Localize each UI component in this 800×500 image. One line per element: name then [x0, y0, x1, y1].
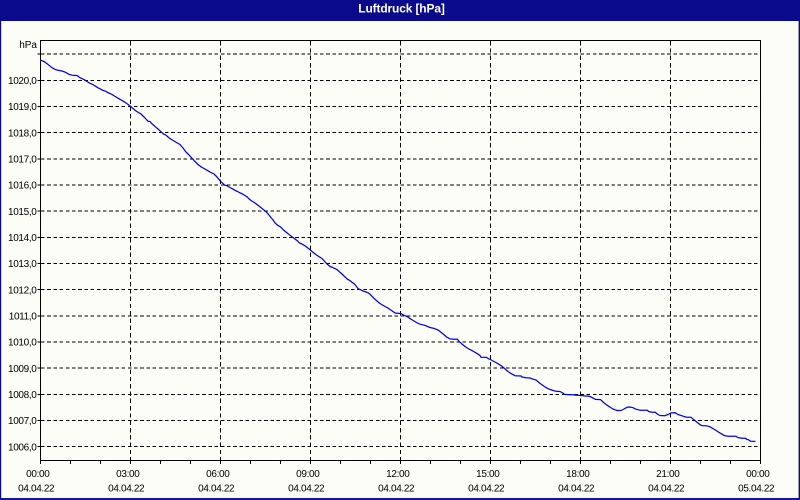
svg-text:12:00: 12:00 — [386, 469, 410, 480]
svg-text:1014,0: 1014,0 — [8, 233, 37, 244]
svg-text:hPa: hPa — [19, 40, 37, 51]
svg-text:04.04.22: 04.04.22 — [18, 484, 55, 495]
svg-text:04.04.22: 04.04.22 — [108, 484, 145, 495]
svg-text:04.04.22: 04.04.22 — [558, 484, 595, 495]
svg-text:1017,0: 1017,0 — [8, 155, 37, 166]
svg-text:00:00: 00:00 — [746, 469, 770, 480]
svg-text:04.04.22: 04.04.22 — [378, 484, 415, 495]
svg-text:1011,0: 1011,0 — [9, 312, 38, 323]
svg-text:09:00: 09:00 — [296, 469, 320, 480]
svg-text:1006,0: 1006,0 — [8, 442, 37, 453]
svg-text:04.04.22: 04.04.22 — [288, 484, 325, 495]
svg-text:1016,0: 1016,0 — [8, 181, 37, 192]
svg-text:05.04.22: 05.04.22 — [738, 484, 775, 495]
svg-text:15:00: 15:00 — [476, 469, 500, 480]
svg-text:1018,0: 1018,0 — [8, 128, 37, 139]
svg-text:00:00: 00:00 — [26, 469, 50, 480]
svg-text:04.04.22: 04.04.22 — [648, 484, 685, 495]
svg-text:04.04.22: 04.04.22 — [468, 484, 505, 495]
svg-text:18:00: 18:00 — [566, 469, 590, 480]
svg-text:06:00: 06:00 — [206, 469, 230, 480]
svg-text:1019,0: 1019,0 — [8, 102, 37, 113]
svg-text:1010,0: 1010,0 — [8, 338, 37, 349]
svg-text:1009,0: 1009,0 — [8, 364, 37, 375]
svg-text:1020,0: 1020,0 — [8, 76, 37, 87]
svg-text:21:00: 21:00 — [656, 469, 680, 480]
svg-text:1008,0: 1008,0 — [8, 390, 37, 401]
svg-text:04.04.22: 04.04.22 — [198, 484, 235, 495]
svg-text:Luftdruck [hPa]: Luftdruck [hPa] — [358, 1, 445, 15]
svg-text:1012,0: 1012,0 — [8, 285, 37, 296]
svg-text:1013,0: 1013,0 — [8, 259, 37, 270]
svg-text:03:00: 03:00 — [116, 469, 140, 480]
svg-text:1015,0: 1015,0 — [8, 207, 37, 218]
svg-text:1007,0: 1007,0 — [8, 416, 37, 427]
